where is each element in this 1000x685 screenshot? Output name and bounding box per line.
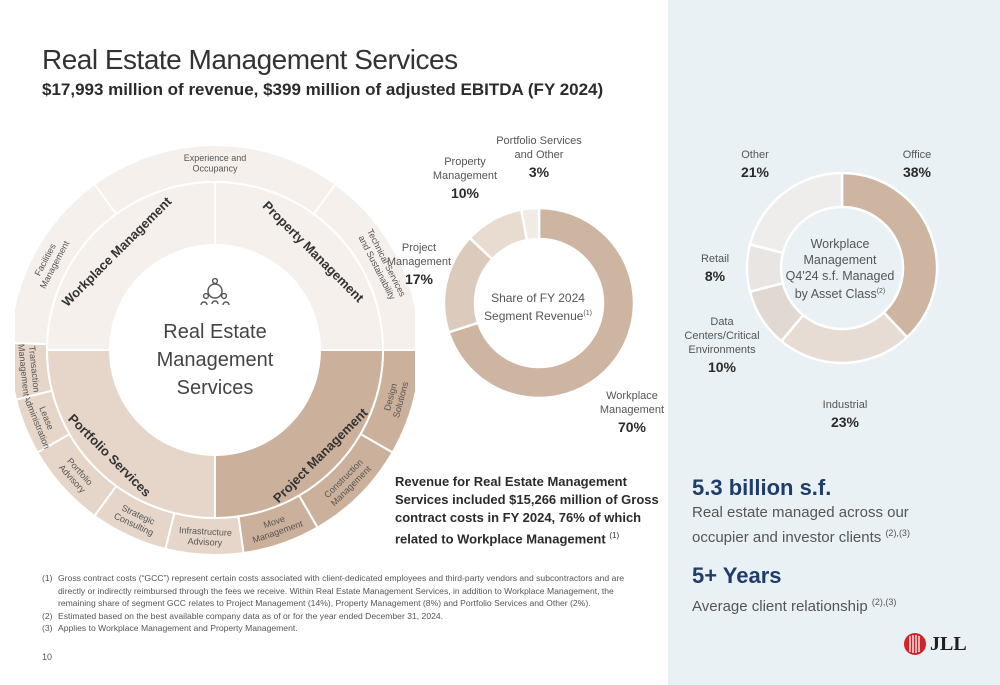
rev-pct-property: 10% (450, 185, 480, 201)
footnote-1: (1) Gross contract costs (“GCC”) represe… (42, 573, 625, 609)
revenue-center-line-2: Segment Revenue (484, 309, 584, 323)
rev-pct-project: 17% (404, 271, 434, 287)
page-number: 10 (42, 652, 53, 662)
footnotes: (1) Gross contract costs (“GCC”) represe… (42, 572, 652, 635)
ac-label-retail: Retail 8% (680, 252, 750, 283)
wheel-outer-label-experience-and-occupancy: Experience and Occupancy (184, 153, 247, 174)
rev-label-project: Project Management 17% (384, 241, 454, 286)
ac-pct-other: 21% (740, 164, 770, 180)
rev-label-property: Property Management 10% (430, 155, 500, 200)
ac-label-office: Office 38% (882, 148, 952, 179)
stat-years-value: 5+ Years (692, 563, 782, 588)
revenue-center-sup: (1) (583, 310, 592, 317)
stat-sf-value: 5.3 billion s.f. (692, 475, 832, 500)
slice-office (840, 171, 939, 340)
wheel-center-line-3: Services (177, 377, 254, 399)
page-title: Real Estate Management Services (42, 44, 458, 75)
wheel-center-line-2: Management (157, 349, 274, 371)
people-network-icon (200, 277, 230, 306)
wheel-outer-label-infrastructure-advisory: InfrastructureAdvisory (178, 525, 232, 548)
slice-other (748, 171, 844, 255)
rev-label-workplace: Workplace Management 70% (597, 389, 667, 434)
rev-label-portfolio: Portfolio Services and Other 3% (484, 134, 594, 179)
revenue-center-line-1: Share of FY 2024 (491, 291, 585, 305)
page-subtitle: $17,993 million of revenue, $399 million… (42, 80, 604, 99)
ac-label-datacenters: Data Centers/Critical Environments 10% (672, 315, 772, 374)
rev-pct-workplace: 70% (617, 419, 647, 435)
ac-pct-industrial: 23% (830, 414, 860, 430)
rev-pct-portfolio: 3% (528, 164, 550, 180)
wheel-outer-label-transaction-management: TransactionManagement (16, 342, 42, 397)
revenue-share-donut (442, 206, 636, 400)
stat-years-desc: Average client relationship (2),(3) (692, 597, 897, 615)
footnote-2: (2) Estimated based on the best availabl… (42, 610, 444, 621)
asset-donut-center-label: Workplace Management Q4'24 s.f. Managed … (785, 237, 895, 302)
jll-logo-mark-icon (904, 633, 926, 655)
ac-label-industrial: Industrial 23% (810, 398, 880, 429)
wheel-center-disc (110, 245, 320, 455)
stat-sf-desc: Real estate managed across our occupier … (692, 504, 910, 546)
ac-pct-retail: 8% (704, 268, 726, 284)
footnote-3: (3) Applies to Workplace Management and … (42, 623, 298, 634)
asset-class-donut (745, 171, 939, 365)
ac-pct-datacenters: 10% (707, 359, 737, 375)
wheel-center-line-1: Real Estate (163, 321, 266, 343)
revenue-note: Revenue for Real Estate Management Servi… (395, 474, 659, 547)
slice-workplace-management (447, 206, 636, 400)
ac-pct-office: 38% (902, 164, 932, 180)
revenue-donut-center-label: Share of FY 2024 Segment Revenue(1) (478, 290, 598, 324)
jll-logo: JLL (903, 632, 967, 656)
ac-label-other: Other 21% (720, 148, 790, 179)
slice-portfolio-services-and-other (519, 206, 541, 242)
